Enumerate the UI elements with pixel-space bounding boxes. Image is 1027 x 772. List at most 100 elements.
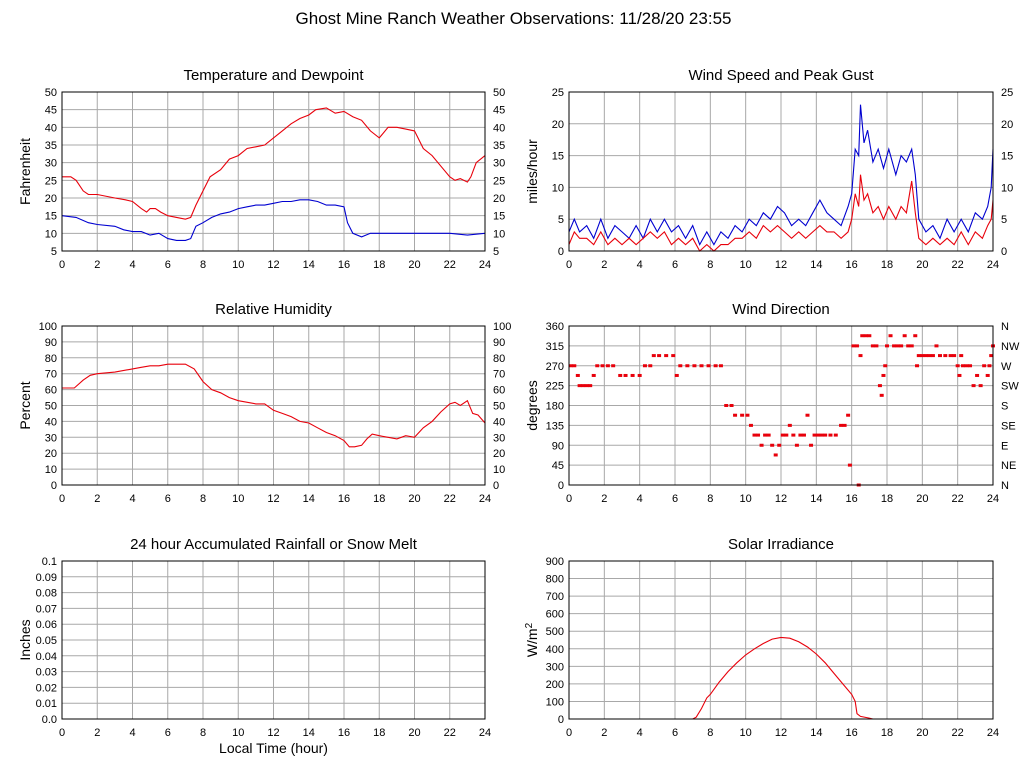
x-tick-label: 4 [129, 259, 135, 271]
y-tick-label: 80 [45, 353, 57, 365]
y-tick-label-right: 10 [493, 228, 505, 240]
y-tick-label-right: 40 [493, 416, 505, 428]
direction-point [975, 373, 980, 377]
x-tick-label: 12 [775, 727, 787, 739]
y-tick-label-right: 20 [493, 448, 505, 460]
y-tick-label: 700 [546, 591, 564, 603]
rh-chart-title: Relative Humidity [215, 301, 332, 318]
direction-point [699, 364, 704, 368]
x-tick-label: 2 [94, 259, 100, 271]
direction-point [916, 354, 921, 358]
direction-point [978, 384, 983, 388]
x-tick-label: 24 [987, 493, 999, 505]
plot-frame [61, 91, 486, 252]
direction-point [674, 373, 679, 377]
direction-point [791, 433, 796, 437]
direction-point [883, 364, 888, 368]
y-tick-label: 35 [45, 140, 57, 152]
y-tick-label: 90 [45, 337, 57, 349]
compass-label: N [1001, 321, 1009, 333]
direction-point [630, 373, 635, 377]
y-tick-label: 5 [558, 214, 564, 226]
y-tick-label-right: 0 [493, 480, 499, 492]
y-tick-label: 20 [552, 119, 564, 131]
x-tick-label: 0 [59, 493, 65, 505]
x-tick-label: 16 [846, 493, 858, 505]
y-tick-label: 30 [45, 432, 57, 444]
direction-point [777, 443, 782, 447]
y-tick-label: 0.03 [36, 667, 57, 679]
y-tick-label-right: 50 [493, 87, 505, 99]
x-tick-label: 24 [479, 727, 491, 739]
y-tick-label-right: 15 [493, 211, 505, 223]
y-tick-label: 0.02 [36, 682, 57, 694]
y-tick-label: 0.09 [36, 572, 57, 584]
y-tick-label-right: 5 [1001, 214, 1007, 226]
y-tick-label-right: 30 [493, 432, 505, 444]
temp-series-line-0 [62, 107, 486, 220]
y-tick-label: 0 [51, 480, 57, 492]
direction-point [784, 433, 789, 437]
direction-point [584, 384, 589, 388]
x-tick-label: 16 [338, 727, 350, 739]
y-tick-label-right: 50 [493, 401, 505, 413]
y-tick-label: 45 [552, 460, 564, 472]
direction-point [805, 413, 810, 417]
direction-point [756, 433, 761, 437]
wind-y-axis-label: miles/hour [524, 139, 540, 204]
direction-point [923, 354, 928, 358]
direction-point [706, 364, 711, 368]
direction-point [915, 364, 920, 368]
direction-point [842, 423, 847, 427]
solar-chart-title: Solar Irradiance [728, 536, 834, 553]
direction-point [913, 334, 918, 338]
x-tick-label: 16 [846, 259, 858, 271]
direction-point [575, 373, 580, 377]
y-tick-label-right: 35 [493, 140, 505, 152]
y-tick-label-right: 70 [493, 369, 505, 381]
wind-chart-title: Wind Speed and Peak Gust [688, 67, 874, 84]
direction-point [745, 413, 750, 417]
y-tick-label: 180 [546, 401, 564, 413]
x-tick-label: 20 [408, 493, 420, 505]
x-tick-label: 18 [373, 259, 385, 271]
direction-point [773, 453, 778, 457]
solar-y-axis-label: W/m2 [524, 622, 541, 657]
direction-point [819, 433, 824, 437]
x-tick-label: 2 [94, 727, 100, 739]
direction-point [892, 344, 897, 348]
direction-point [989, 354, 994, 358]
direction-point [718, 364, 723, 368]
y-tick-label: 60 [45, 385, 57, 397]
direction-point [851, 344, 856, 348]
x-tick-label: 10 [740, 493, 752, 505]
x-tick-label: 6 [672, 727, 678, 739]
wind-series-line-0 [568, 104, 994, 246]
y-tick-label: 270 [546, 361, 564, 373]
y-tick-label-right: 10 [493, 464, 505, 476]
direction-point [692, 364, 697, 368]
direction-point [968, 364, 973, 368]
x-tick-label: 22 [444, 493, 456, 505]
y-tick-label: 40 [45, 416, 57, 428]
y-tick-label-right: 15 [1001, 151, 1013, 163]
direction-point [828, 433, 833, 437]
y-tick-label: 50 [45, 87, 57, 99]
direction-point [899, 344, 904, 348]
plot-frame [61, 560, 486, 720]
x-tick-label: 18 [881, 727, 893, 739]
plot-frame [568, 560, 994, 720]
direction-point [763, 433, 768, 437]
dir-y-axis-label: degrees [524, 380, 540, 431]
panel-rainfall: 24 hour Accumulated Rainfall or Snow Mel… [17, 536, 491, 756]
y-tick-label: 600 [546, 609, 564, 621]
direction-point [671, 354, 676, 358]
direction-point [959, 354, 964, 358]
y-tick-label: 100 [546, 696, 564, 708]
direction-point [934, 344, 939, 348]
direction-point [605, 364, 610, 368]
direction-point [943, 354, 948, 358]
direction-point [879, 393, 884, 397]
rh-y-axis-label: Percent [17, 381, 33, 429]
